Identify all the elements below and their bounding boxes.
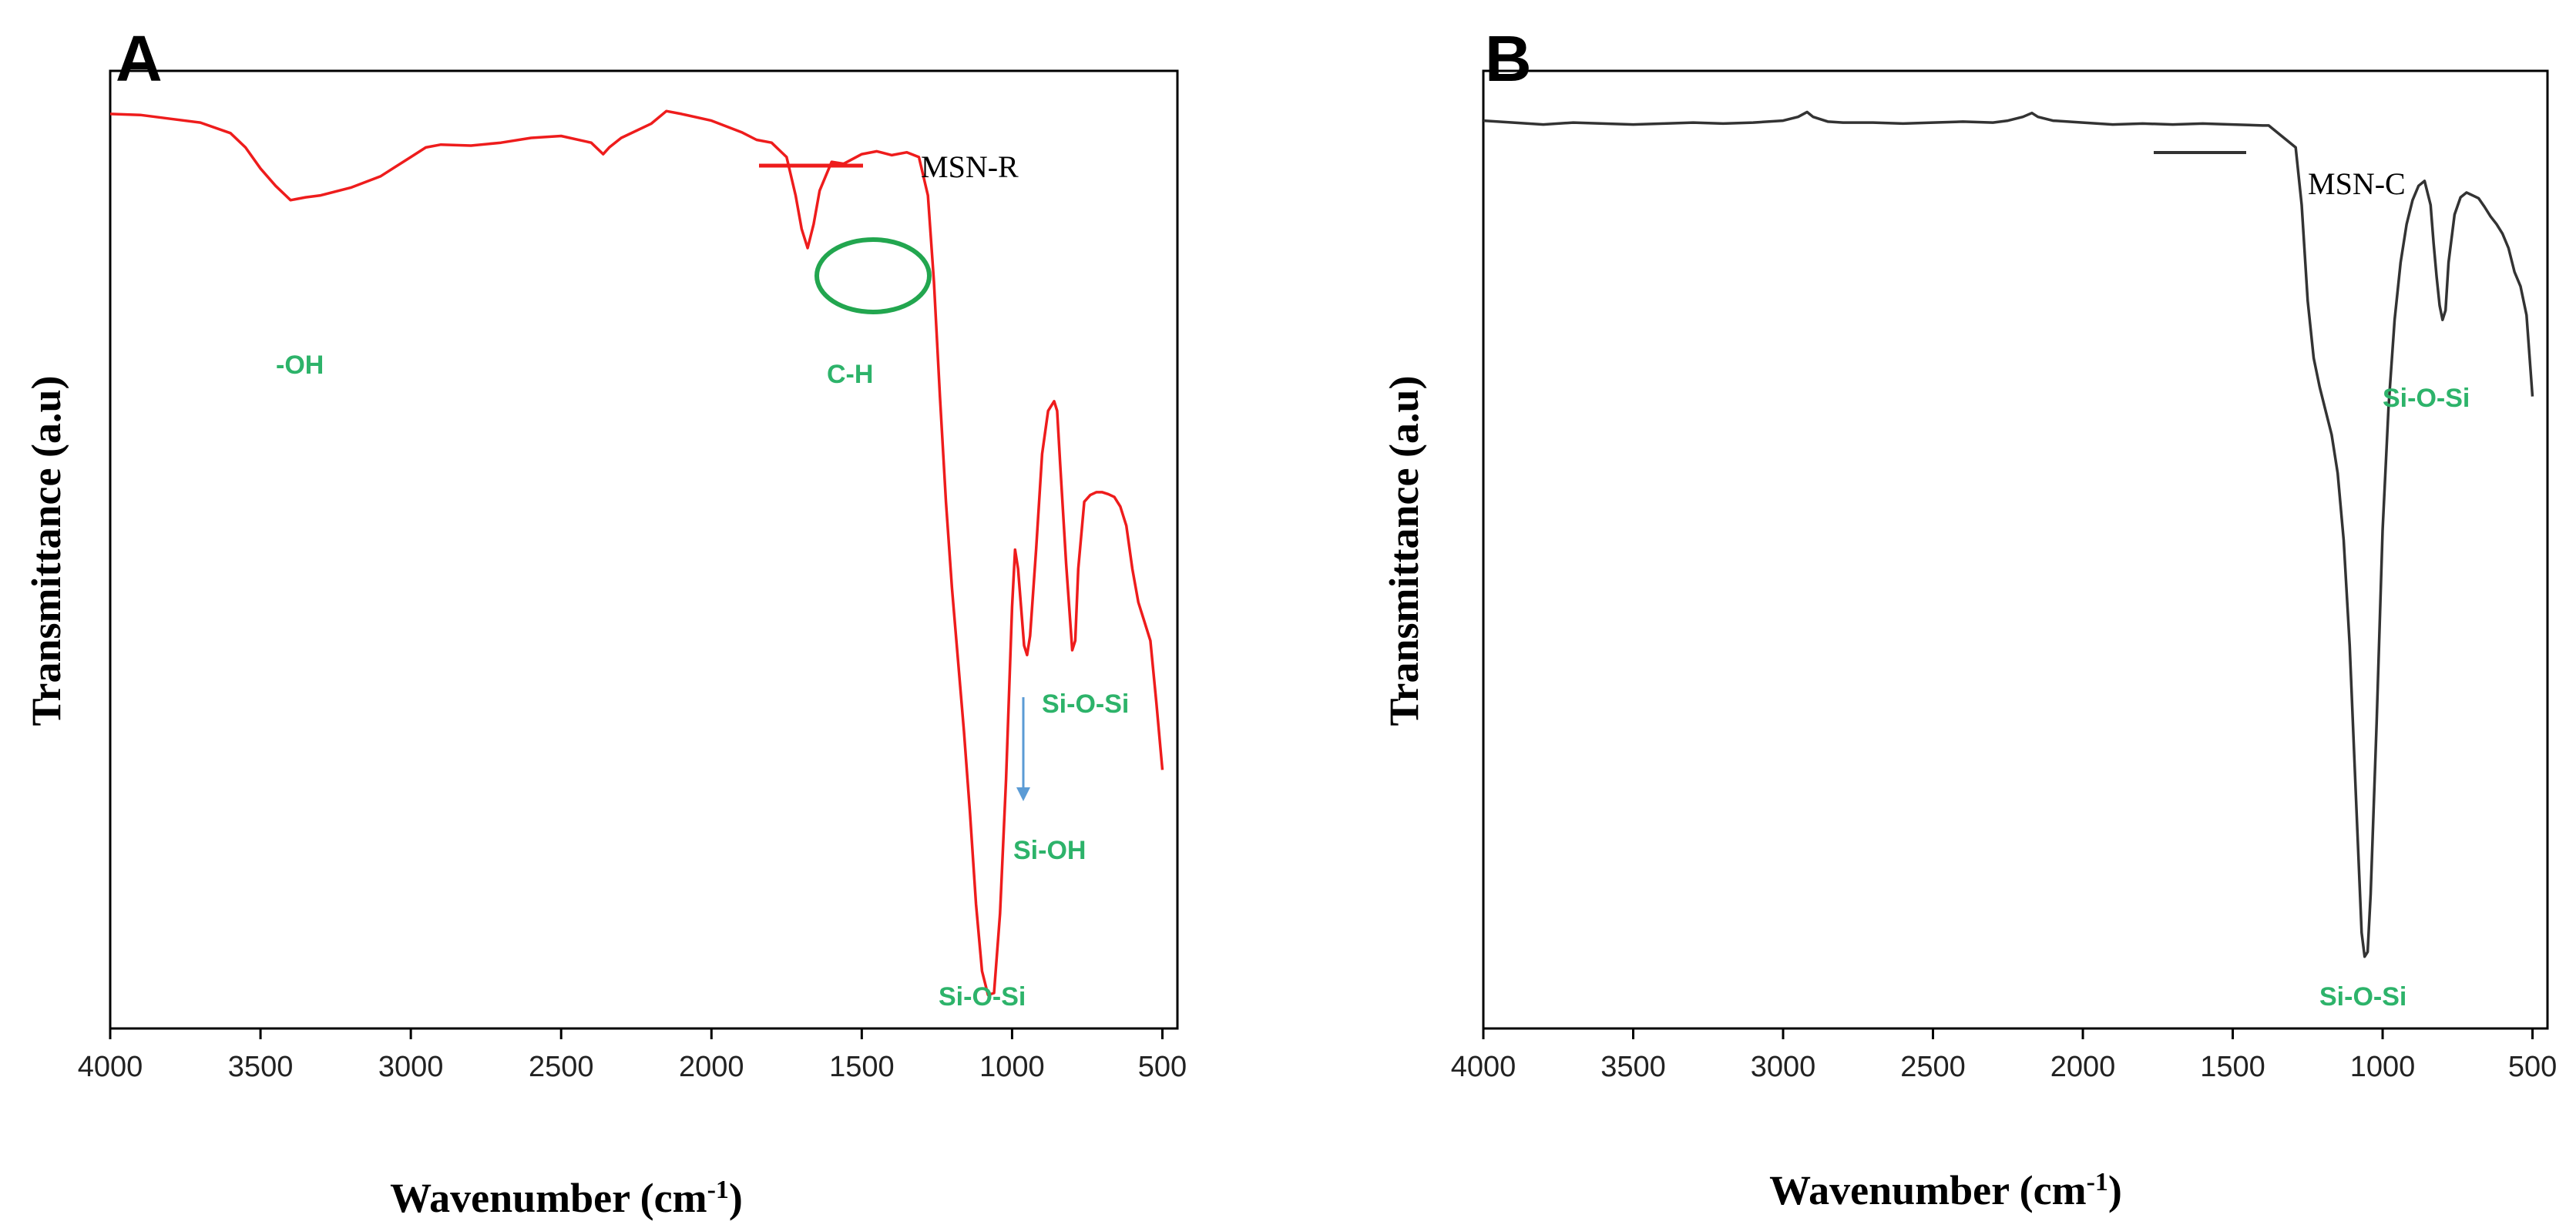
panel-b-x-ticks: 4000 3500 3000 2500 2000 1500 1000 500 [1451, 1028, 2557, 1083]
x-tick-label: 1000 [2350, 1051, 2416, 1083]
annotation-oh: -OH [276, 351, 324, 380]
x-tick-label: 2000 [679, 1051, 744, 1083]
msn-r-series-line [109, 109, 1164, 997]
panel-b-x-axis-title: Wavenumber (cm-1) [1769, 1167, 2122, 1213]
annotation-si-o-si-side: Si-O-Si [1042, 689, 1129, 719]
panel-b: B 4000 3500 3000 2500 2000 1500 1000 500 MSN-C … [1381, 22, 2557, 1213]
panel-b-y-axis-title: Transmittance (a.u) [1381, 376, 1427, 726]
annotation-si-o-si-main-b: Si-O-Si [2319, 982, 2406, 1012]
x-tick-label: 1500 [829, 1051, 895, 1083]
legend-label-msn-c: MSN-C [2308, 166, 2406, 201]
panel-a-plot-frame [109, 69, 1179, 1030]
x-tick-label: 4000 [78, 1051, 143, 1083]
msn-c-series-line [1483, 110, 2534, 958]
x-tick-label: 1500 [2200, 1051, 2265, 1083]
panel-b-letter: B [1485, 22, 1532, 95]
panel-a-x-ticks: 4000 3500 3000 2500 2000 1500 1000 500 [78, 1028, 1187, 1083]
panel-b-plot-frame [1482, 69, 2549, 1030]
annotation-si-o-si-main: Si-O-Si [939, 982, 1026, 1012]
x-tick-label: 3000 [378, 1051, 444, 1083]
c-h-highlight-circle [814, 237, 932, 314]
panel-a-y-axis-title: Transmittance (a.u) [23, 376, 69, 726]
x-tick-label: 2500 [529, 1051, 594, 1083]
x-tick-label: 3500 [228, 1051, 294, 1083]
x-tick-label: 2000 [2050, 1051, 2116, 1083]
panel-a-x-axis-title: Wavenumber (cm-1) [390, 1175, 743, 1221]
si-oh-arrow-head [1016, 787, 1030, 801]
annotation-si-oh: Si-OH [1013, 836, 1086, 865]
legend-label-msn-r: MSN-R [921, 149, 1019, 184]
x-tick-label: 500 [1138, 1051, 1187, 1083]
annotation-c-h: C-H [827, 360, 873, 389]
x-tick-label: 4000 [1451, 1051, 1516, 1083]
x-tick-label: 3500 [1600, 1051, 1666, 1083]
x-tick-label: 1000 [979, 1051, 1045, 1083]
annotation-si-o-si-side-b: Si-O-Si [2383, 384, 2470, 413]
x-tick-label: 500 [2508, 1051, 2557, 1083]
x-tick-label: 3000 [1751, 1051, 1816, 1083]
panel-a: A 4000 3500 3000 2500 2000 1500 1000 500 MSN-R … [23, 22, 1187, 1221]
panel-a-letter: A [116, 22, 163, 95]
x-tick-label: 2500 [1900, 1051, 1966, 1083]
